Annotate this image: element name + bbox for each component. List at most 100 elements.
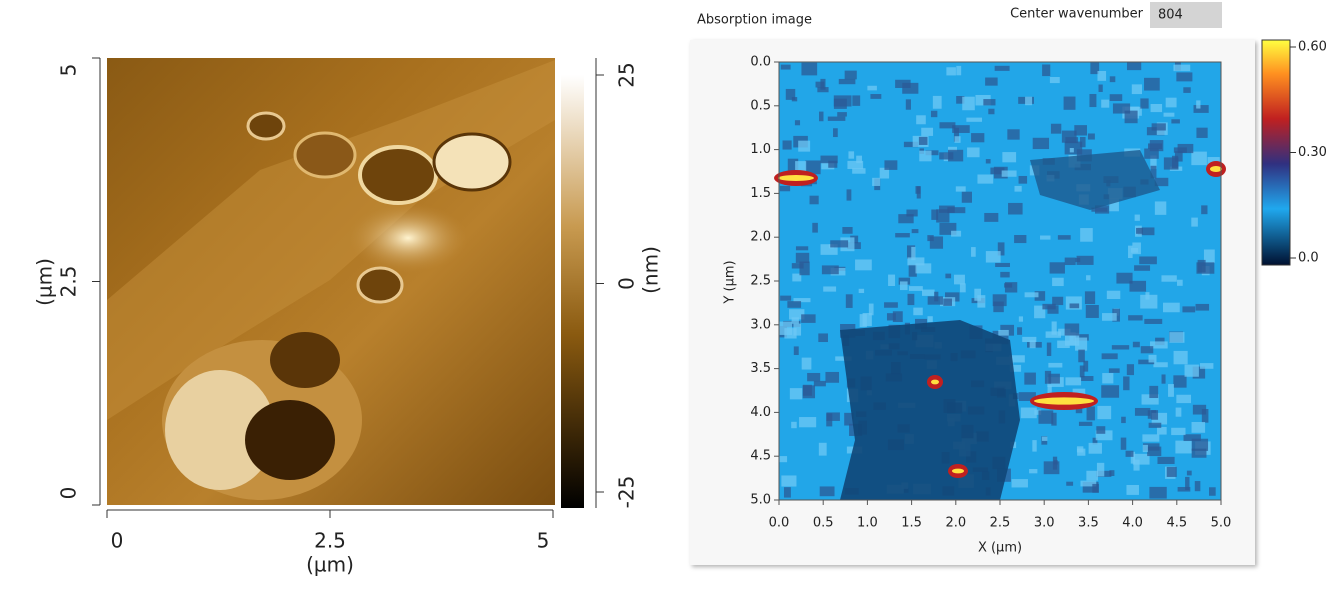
texture [1151, 410, 1159, 420]
texture [793, 298, 811, 303]
texture [1166, 466, 1177, 477]
texture [792, 273, 802, 282]
texture [1142, 434, 1160, 442]
x-axis-label: X (µm) [978, 541, 1022, 556]
texture [907, 257, 925, 266]
texture [1034, 305, 1046, 319]
texture [1134, 214, 1140, 221]
texture [1149, 486, 1167, 499]
texture [1096, 462, 1105, 477]
texture [939, 152, 954, 160]
texture [1050, 123, 1062, 134]
texture [1203, 249, 1215, 264]
y-tick-label: 2.5 [57, 266, 81, 298]
texture [1082, 481, 1099, 493]
x-axis-label: (µm) [306, 553, 354, 577]
texture [821, 265, 839, 275]
texture [1048, 373, 1060, 384]
absorption-image [774, 62, 1226, 500]
texture [1014, 235, 1027, 244]
texture [900, 281, 908, 291]
texture [1069, 147, 1074, 153]
x-tick-label: 2.5 [990, 516, 1011, 531]
texture [847, 160, 864, 169]
texture [862, 312, 872, 327]
texture [1047, 305, 1059, 314]
texture [778, 175, 814, 181]
texture [821, 162, 835, 170]
texture [801, 314, 816, 323]
texture [825, 371, 840, 383]
texture [1210, 166, 1222, 172]
texture [993, 301, 1004, 313]
texture [1080, 480, 1097, 487]
texture [1163, 302, 1180, 313]
texture [1147, 446, 1162, 457]
texture [819, 111, 824, 122]
texture [1040, 235, 1051, 240]
texture [1081, 376, 1094, 382]
texture [1146, 127, 1165, 136]
texture [779, 185, 791, 192]
texture [1034, 291, 1046, 301]
texture [833, 128, 838, 138]
texture [931, 379, 939, 385]
texture [898, 214, 914, 224]
texture [1134, 407, 1151, 416]
texture [1124, 110, 1138, 124]
texture [906, 209, 918, 217]
texture [1011, 479, 1028, 488]
texture [1051, 321, 1057, 335]
texture [1052, 277, 1064, 287]
texture [852, 95, 861, 106]
texture [932, 95, 942, 109]
y-tick-label: 0 [57, 487, 81, 500]
texture [977, 174, 994, 184]
texture [802, 385, 816, 399]
texture [828, 160, 838, 168]
texture [985, 159, 991, 164]
texture [1126, 62, 1142, 71]
topography-image [107, 58, 555, 505]
texture [1168, 384, 1174, 397]
texture [1156, 426, 1167, 435]
x-tick-label: 2.5 [314, 529, 346, 553]
texture [983, 99, 996, 106]
texture [1109, 76, 1116, 83]
y-tick-label: 3.0 [750, 317, 771, 332]
texture [956, 65, 962, 76]
texture [906, 245, 916, 259]
texture [1173, 350, 1188, 365]
texture [1184, 364, 1199, 377]
texture [1024, 292, 1039, 298]
texture [884, 160, 898, 170]
texture [1133, 459, 1140, 471]
texture [1169, 332, 1185, 343]
texture [1106, 290, 1121, 299]
texture [1197, 259, 1206, 273]
chart-title: Absorption image [697, 13, 812, 28]
texture [1090, 62, 1100, 75]
texture [1194, 481, 1201, 492]
texture [813, 380, 826, 387]
texture [1149, 385, 1159, 399]
texture [954, 136, 961, 143]
texture [781, 475, 797, 487]
texture [1153, 362, 1168, 368]
texture [1182, 306, 1196, 313]
texture [1157, 456, 1175, 464]
texture [844, 70, 857, 80]
texture [1140, 346, 1154, 354]
texture [931, 209, 939, 220]
texture [1042, 64, 1051, 77]
texture [1171, 155, 1179, 169]
texture [840, 320, 1020, 500]
texture [1065, 377, 1082, 386]
field-label: Center wavenumber [1010, 7, 1144, 22]
texture [1120, 437, 1127, 450]
y-axis-label: Y (µm) [723, 260, 738, 304]
texture [858, 288, 865, 294]
texture [795, 252, 810, 263]
x-tick-label: 2.0 [945, 516, 966, 531]
texture [1087, 133, 1095, 140]
